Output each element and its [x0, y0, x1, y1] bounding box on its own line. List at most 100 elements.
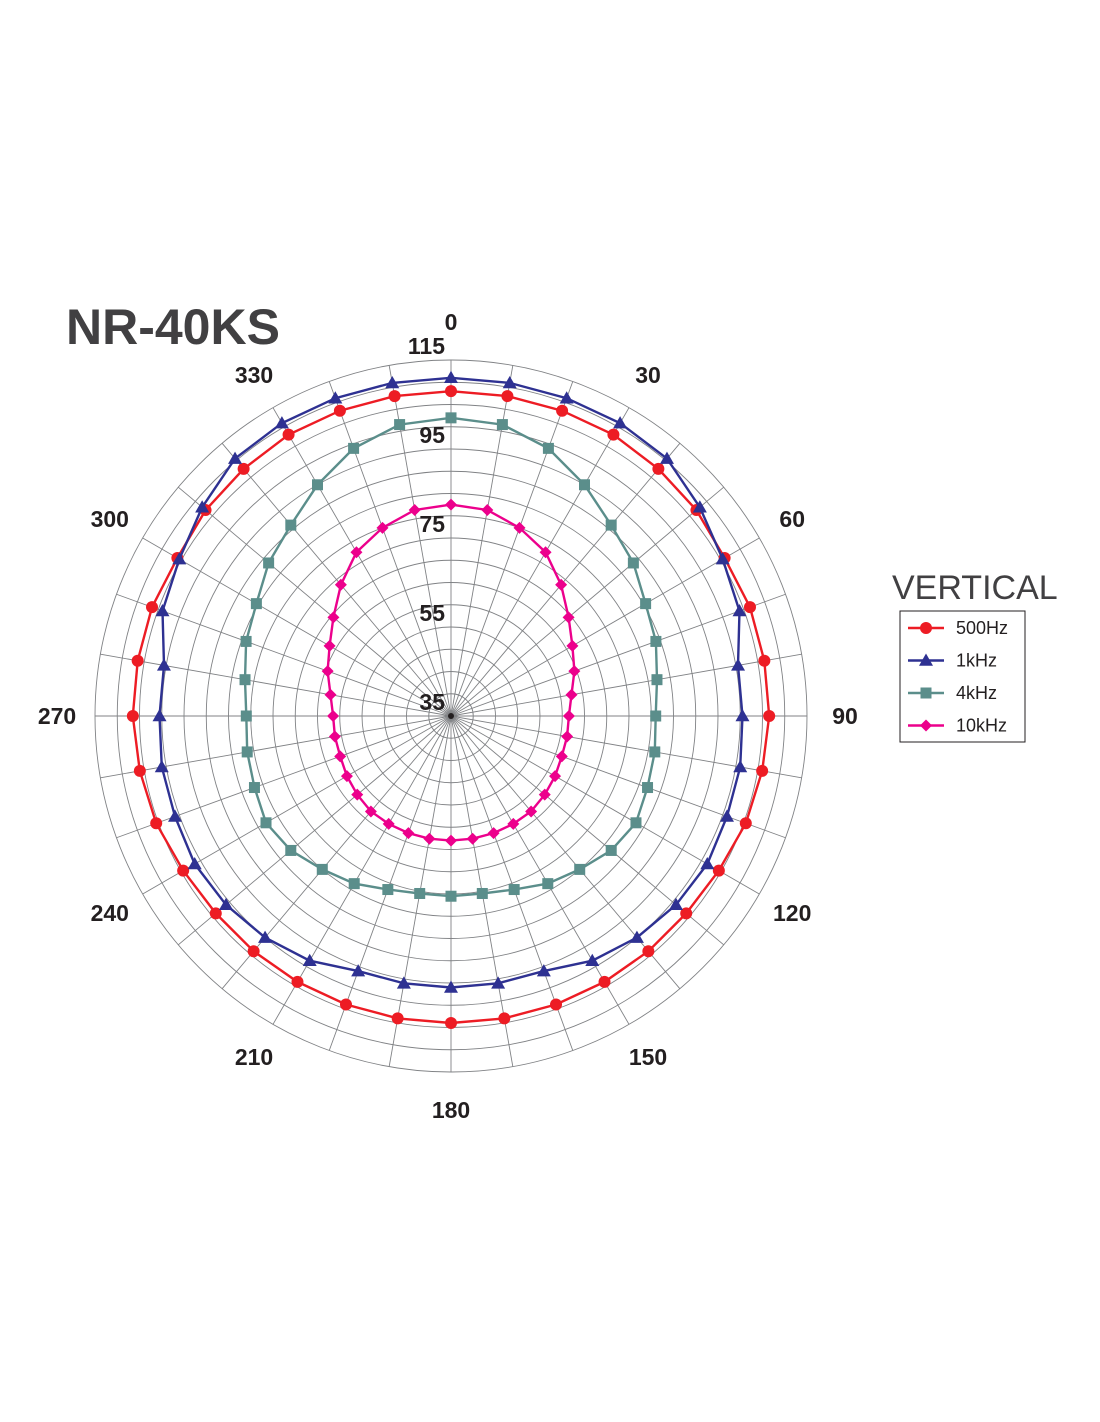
grid-spoke	[450, 442, 681, 717]
data-point	[565, 688, 578, 701]
data-point	[282, 428, 295, 441]
center-dot	[448, 713, 454, 719]
data-point	[239, 674, 251, 686]
data-point	[146, 601, 159, 614]
series-layer	[126, 370, 776, 1030]
data-point	[649, 746, 661, 758]
data-point	[382, 817, 395, 830]
data-point	[241, 746, 253, 758]
data-point	[328, 391, 343, 404]
data-point	[168, 809, 183, 822]
data-point	[248, 782, 260, 794]
data-point	[394, 419, 406, 431]
grid-spoke	[116, 593, 452, 717]
data-point	[385, 375, 400, 389]
data-point	[240, 710, 252, 722]
legend-items: 500Hz 1kHz 4kHz 10kHz	[908, 618, 1008, 736]
data-point	[491, 976, 506, 989]
data-point	[340, 770, 353, 783]
data-point	[237, 462, 250, 475]
data-point	[126, 710, 139, 722]
data-point	[715, 552, 730, 565]
legend-marker	[920, 687, 932, 699]
data-point	[466, 832, 479, 845]
data-point	[228, 451, 243, 464]
data-point	[525, 805, 538, 818]
data-point	[260, 817, 272, 829]
angle-label: 0	[445, 309, 458, 335]
grid-spoke	[100, 715, 452, 779]
data-point	[549, 770, 562, 783]
radial-label: 115	[408, 333, 445, 359]
data-point	[408, 504, 421, 517]
data-point	[351, 788, 364, 801]
data-point	[561, 730, 574, 743]
polar-grid	[94, 359, 808, 1073]
legend: VERTICAL 500Hz 1kHz 4kHz 10kHz	[892, 569, 1058, 743]
data-point	[758, 654, 771, 667]
data-point	[756, 764, 769, 777]
data-point	[566, 639, 579, 652]
data-point	[323, 639, 336, 652]
data-point	[507, 817, 520, 830]
data-point	[348, 878, 360, 890]
data-point	[732, 603, 747, 617]
data-point	[391, 1012, 404, 1025]
data-point	[487, 827, 500, 840]
data-point	[327, 710, 340, 722]
data-point	[339, 998, 352, 1011]
data-point	[445, 412, 457, 424]
grid-spoke	[142, 537, 452, 717]
data-point	[364, 805, 377, 818]
grid-spoke	[328, 715, 452, 1051]
data-point	[555, 578, 568, 591]
grid-spoke	[450, 715, 574, 1051]
data-point	[327, 611, 340, 624]
data-point	[556, 404, 569, 417]
data-point	[195, 500, 210, 513]
data-point	[498, 1012, 511, 1025]
data-point	[321, 665, 334, 678]
chart-title: NR-40KS	[66, 299, 280, 355]
data-point	[152, 709, 167, 722]
data-point	[285, 519, 297, 531]
series-10khz	[321, 498, 581, 847]
angle-label: 270	[38, 703, 76, 729]
data-point	[219, 897, 234, 911]
data-point	[605, 844, 617, 856]
grid-spoke	[116, 715, 452, 839]
data-point	[350, 546, 363, 559]
data-point	[550, 998, 563, 1011]
data-point	[240, 635, 252, 647]
data-point	[568, 665, 581, 678]
data-point	[542, 878, 554, 890]
data-point	[324, 688, 337, 701]
data-point	[508, 884, 520, 896]
data-point	[302, 953, 317, 966]
data-point	[650, 635, 662, 647]
data-point	[133, 764, 146, 777]
data-point	[574, 863, 586, 875]
data-point	[539, 546, 552, 559]
radial-label: 75	[419, 511, 445, 537]
data-point	[291, 975, 304, 988]
data-point	[445, 385, 457, 398]
data-point	[605, 519, 617, 531]
angle-label: 180	[432, 1097, 470, 1123]
angle-label: 150	[629, 1044, 667, 1070]
data-point	[445, 890, 457, 902]
data-point	[445, 498, 457, 511]
angle-label: 330	[235, 362, 273, 388]
data-point	[334, 578, 347, 591]
data-point	[650, 710, 662, 722]
legend-marker	[920, 719, 932, 732]
data-point	[177, 864, 190, 877]
grid-spoke	[450, 715, 630, 1025]
grid-spoke	[450, 715, 681, 990]
grid-spoke	[450, 715, 802, 779]
grid-spoke	[450, 715, 786, 839]
grid-spoke	[450, 407, 630, 717]
data-point	[731, 658, 746, 671]
angle-label: 60	[779, 506, 805, 532]
grid-spoke	[100, 653, 452, 717]
